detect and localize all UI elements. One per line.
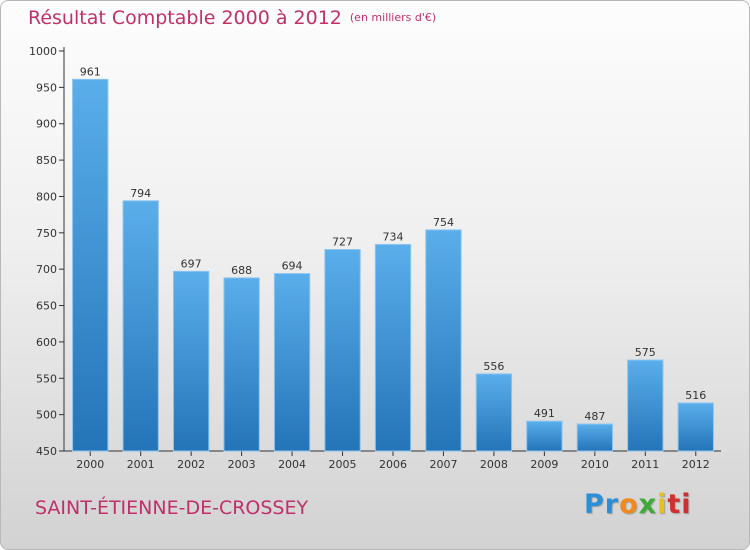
chart-title-text: Résultat Comptable 2000 à 2012 xyxy=(28,7,342,29)
logo-part-2: o xyxy=(619,489,639,520)
y-tick-label: 650 xyxy=(36,300,57,313)
bar-2003 xyxy=(223,277,260,452)
logo-part-3: x xyxy=(638,489,658,520)
y-tick-label: 1000 xyxy=(29,45,57,58)
x-tick-label-2007: 2007 xyxy=(429,458,457,471)
data-label-2012: 516 xyxy=(685,389,706,402)
y-tick-label: 450 xyxy=(36,445,57,458)
chart-title: Résultat Comptable 2000 à 2012 (en millie… xyxy=(28,7,436,29)
bar-2006 xyxy=(374,243,412,452)
data-label-2004: 694 xyxy=(282,260,303,273)
y-tick-label: 500 xyxy=(36,409,57,422)
x-tick-label-2000: 2000 xyxy=(76,458,104,471)
x-tick-label-2001: 2001 xyxy=(127,458,155,471)
data-label-2009: 491 xyxy=(534,407,555,420)
y-tick-label: 600 xyxy=(36,336,57,349)
y-tick-label: 700 xyxy=(36,263,57,276)
data-label-2002: 697 xyxy=(181,257,202,270)
bar-2009 xyxy=(526,420,563,452)
chart-subtitle: (en milliers d'€) xyxy=(349,11,437,24)
data-label-2010: 487 xyxy=(584,410,605,423)
bar-2001 xyxy=(122,200,159,452)
data-label-2005: 727 xyxy=(332,236,353,249)
x-tick-label-2005: 2005 xyxy=(329,458,357,471)
x-tick-label-2011: 2011 xyxy=(631,458,659,471)
data-label-2006: 734 xyxy=(383,230,404,243)
y-tick-label: 550 xyxy=(36,372,57,385)
data-label-2011: 575 xyxy=(635,346,656,359)
logo-part-1: Pr xyxy=(584,489,620,520)
bar-2008 xyxy=(475,373,513,452)
data-label-2008: 556 xyxy=(483,360,504,373)
x-tick-label-2012: 2012 xyxy=(682,458,710,471)
x-tick-label-2008: 2008 xyxy=(480,458,508,471)
y-tick-label: 850 xyxy=(36,154,57,167)
proxiti-logo: Proxiti xyxy=(584,489,692,520)
data-label-2001: 794 xyxy=(130,187,151,200)
x-tick-label-2006: 2006 xyxy=(379,458,407,471)
y-tick-label: 800 xyxy=(36,190,57,203)
logo-part-5: ti xyxy=(667,489,692,520)
bar-2005 xyxy=(324,249,361,452)
bar-2010 xyxy=(576,423,614,452)
data-label-2000: 961 xyxy=(80,65,101,78)
logo-part-4: i xyxy=(657,489,668,520)
commune-name: SAINT-ÉTIENNE-DE-CROSSEY xyxy=(35,497,309,519)
data-label-2007: 754 xyxy=(433,216,454,229)
x-tick-label-2002: 2002 xyxy=(177,458,205,471)
y-tick-label: 900 xyxy=(36,118,57,131)
bar-2011 xyxy=(627,359,664,452)
bar-2002 xyxy=(172,270,210,452)
bar-2007 xyxy=(425,229,462,452)
bar-2004 xyxy=(273,273,311,452)
x-tick-label-2003: 2003 xyxy=(228,458,256,471)
x-tick-label-2009: 2009 xyxy=(530,458,558,471)
y-tick-label: 750 xyxy=(36,227,57,240)
data-label-2003: 688 xyxy=(231,264,252,277)
y-tick-label: 950 xyxy=(36,81,57,94)
bar-2000 xyxy=(72,78,109,452)
x-tick-label-2004: 2004 xyxy=(278,458,306,471)
bar-2012 xyxy=(677,402,714,452)
x-tick-label-2010: 2010 xyxy=(581,458,609,471)
